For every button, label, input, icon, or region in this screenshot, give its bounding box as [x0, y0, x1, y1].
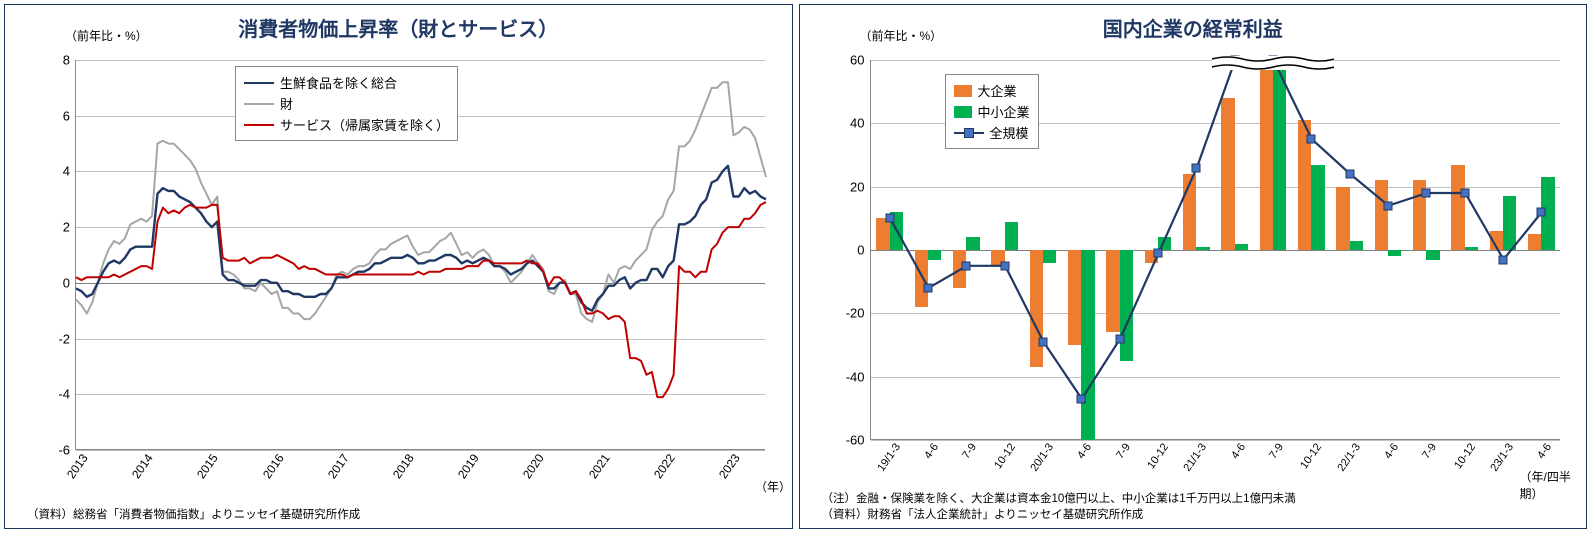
profit-xtick: 7-9: [1264, 439, 1286, 461]
cpi-legend-item: 生鮮食品を除く総合: [244, 73, 449, 92]
cpi-xtick: 2018: [387, 449, 417, 481]
profit-xtick: 4-6: [1532, 439, 1554, 461]
profit-y-unit: （前年比・%）: [860, 27, 943, 44]
cpi-xtick: 2019: [452, 449, 482, 481]
profit-xtick: 20/1-3: [1025, 439, 1056, 474]
cpi-xtick: 2022: [647, 449, 677, 481]
cpi-ytick: 2: [63, 220, 76, 235]
profit-ytick: 40: [850, 116, 870, 131]
profit-marker: [885, 214, 894, 223]
cpi-xtick: 2014: [126, 449, 156, 481]
profit-marker: [1000, 261, 1009, 270]
profit-marker: [962, 261, 971, 270]
profit-xtick: 10-12: [989, 439, 1018, 471]
profit-xtick: 21/1-3: [1178, 439, 1209, 474]
profit-xtick: 10-12: [1142, 439, 1171, 471]
profit-xtick: 4-6: [1072, 439, 1094, 461]
cpi-xtick: 2015: [191, 449, 221, 481]
cpi-ytick: 6: [63, 108, 76, 123]
profit-ytick: 60: [850, 53, 870, 68]
profit-marker: [1460, 189, 1469, 198]
cpi-legend-item: サービス（帰属家賃を除く）: [244, 115, 449, 134]
profit-xtick: 23/1-3: [1485, 439, 1516, 474]
cpi-legend: 生鮮食品を除く総合財サービス（帰属家賃を除く）: [235, 66, 458, 141]
cpi-ytick: 0: [63, 275, 76, 290]
profit-x-unit: （年/四半期）: [1520, 468, 1587, 502]
profit-marker: [1269, 56, 1278, 65]
profit-marker: [1499, 255, 1508, 264]
profit-footnote-2: （資料）財務省「法人企業統計」よりニッセイ基礎研究所作成: [822, 506, 1144, 522]
profit-ytick: -40: [846, 369, 871, 384]
profit-marker: [1537, 208, 1546, 217]
profit-ytick: -60: [846, 433, 871, 448]
profit-marker: [1077, 394, 1086, 403]
profit-panel: 国内企業の経常利益 （前年比・%） -60-40-20020406019/1-3…: [799, 4, 1588, 529]
profit-xtick: 7-9: [1111, 439, 1133, 461]
profit-legend: 大企業中小企業全規模: [945, 74, 1039, 149]
cpi-xtick: 2017: [321, 449, 351, 481]
profit-marker: [1115, 334, 1124, 343]
profit-xtick: 19/1-3: [872, 439, 903, 474]
profit-xtick: 22/1-3: [1332, 439, 1363, 474]
profit-marker: [1154, 249, 1163, 258]
cpi-xtick: 2016: [256, 449, 286, 481]
profit-xtick: 10-12: [1295, 439, 1324, 471]
profit-xtick: 4-6: [1379, 439, 1401, 461]
profit-marker: [924, 284, 933, 293]
profit-legend-item: 大企業: [954, 81, 1030, 100]
cpi-ytick: 4: [63, 164, 76, 179]
cpi-ytick: -2: [58, 331, 76, 346]
profit-marker: [1230, 56, 1239, 65]
cpi-ytick: -4: [58, 387, 76, 402]
profit-xtick: 10-12: [1449, 439, 1478, 471]
cpi-x-unit: （年）: [755, 478, 791, 495]
profit-xtick: 4-6: [1226, 439, 1248, 461]
cpi-ytick: 8: [63, 53, 76, 68]
profit-marker: [1307, 135, 1316, 144]
cpi-xtick: 2021: [582, 449, 612, 481]
profit-marker: [1192, 163, 1201, 172]
cpi-panel: 消費者物価上昇率（財とサービス） （前年比・%） -6-4-2024682013…: [4, 4, 793, 529]
cpi-footnote: （資料）総務省「消費者物価指数」よりニッセイ基礎研究所作成: [27, 506, 360, 522]
profit-xtick: 7-9: [1417, 439, 1439, 461]
profit-legend-item: 中小企業: [954, 102, 1030, 121]
cpi-legend-item: 財: [244, 94, 449, 113]
profit-xtick: 7-9: [957, 439, 979, 461]
profit-marker: [1039, 337, 1048, 346]
profit-marker: [1345, 170, 1354, 179]
profit-ytick: -20: [846, 306, 871, 321]
profit-marker: [1422, 189, 1431, 198]
cpi-y-unit: （前年比・%）: [65, 27, 148, 44]
profit-legend-item: 全規模: [954, 123, 1030, 142]
profit-marker: [1384, 201, 1393, 210]
cpi-xtick: 2020: [517, 449, 547, 481]
profit-ytick: 20: [850, 179, 870, 194]
profit-footnote-1: （注）金融・保険業を除く、大企業は資本金10億円以上、中小企業は1千万円以上1億…: [822, 490, 1296, 506]
profit-xtick: 4-6: [919, 439, 941, 461]
cpi-xtick: 2023: [713, 449, 743, 481]
profit-ytick: 0: [857, 243, 870, 258]
